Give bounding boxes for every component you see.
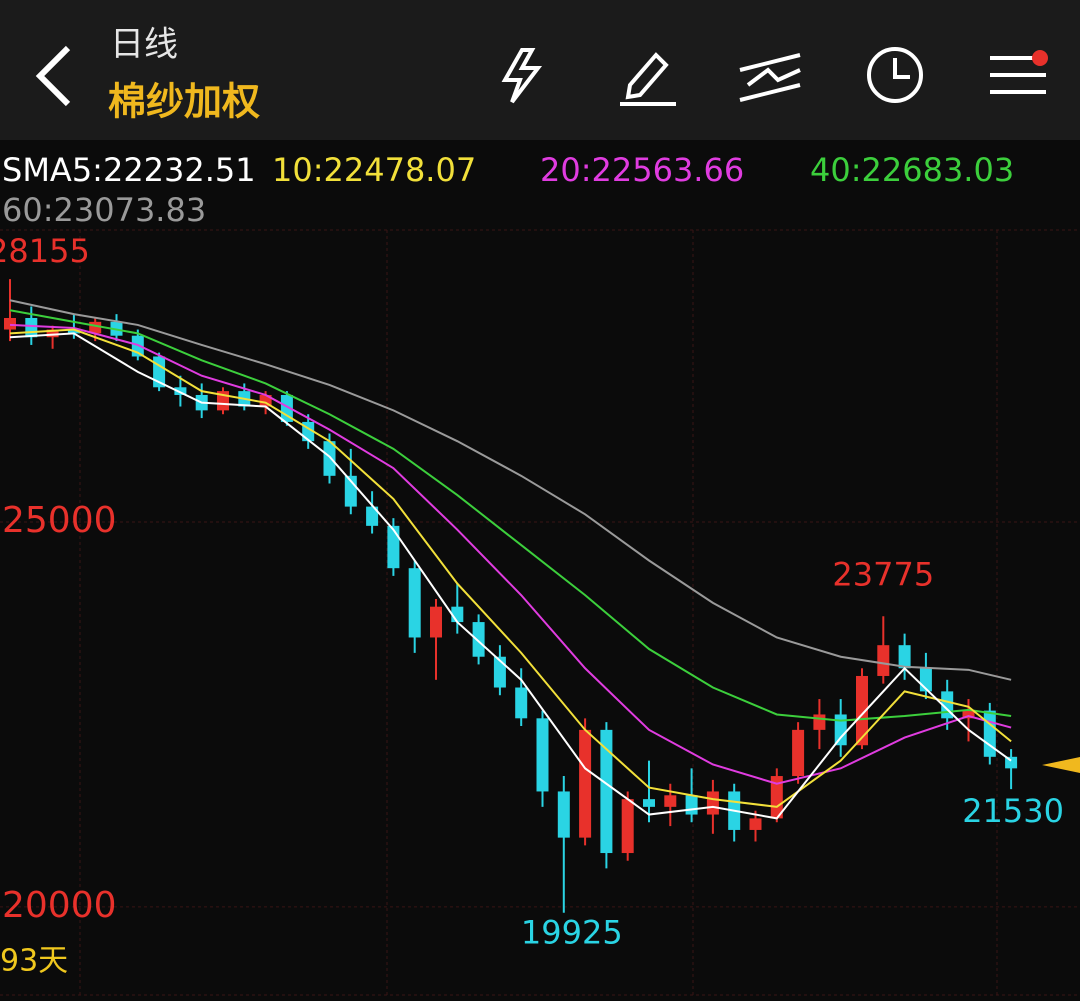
candle-body — [898, 645, 911, 669]
extreme-label: 21530 — [962, 792, 1064, 830]
candle-body — [643, 799, 655, 807]
candle-body — [856, 675, 868, 746]
candle-body — [25, 317, 38, 338]
draw-icon[interactable] — [620, 52, 676, 106]
candle-body — [515, 687, 528, 719]
candle-body — [557, 791, 570, 838]
candle-body — [280, 394, 293, 422]
moving-average — [9, 332, 1012, 820]
period-label: 93天 — [0, 944, 68, 979]
candle-body — [472, 622, 485, 657]
candle-body — [877, 645, 890, 676]
moving-average — [9, 309, 1012, 722]
candle-body — [792, 729, 805, 777]
extreme-label: 19925 — [521, 914, 623, 952]
candle-body — [430, 606, 442, 638]
candle-body — [962, 710, 975, 719]
candle-body — [600, 729, 613, 854]
candle-body — [366, 506, 379, 526]
legend-item: SMA5:22232.51 — [2, 151, 256, 189]
flash-icon[interactable] — [501, 48, 543, 104]
candle-body — [536, 718, 549, 792]
extreme-label: 23775 — [832, 555, 934, 593]
candle-body — [4, 317, 16, 330]
candle-body — [408, 568, 421, 638]
candle-body — [259, 394, 272, 407]
candle-body — [46, 329, 59, 338]
legend-item: 20:22563.66 — [540, 151, 744, 189]
legend-item: 60:23073.83 — [2, 191, 206, 229]
back-button[interactable] — [35, 45, 71, 107]
moving-average — [9, 328, 1012, 808]
candle-body — [664, 795, 677, 807]
extreme-label: 28155 — [0, 232, 90, 270]
candle-body — [1005, 756, 1018, 769]
candle-body — [983, 710, 996, 757]
notify-dot — [1032, 50, 1048, 66]
candle-body — [813, 714, 826, 730]
candle-body — [579, 729, 592, 838]
y-tick-label: 25000 — [2, 500, 117, 541]
candle-body — [323, 441, 336, 476]
candle-body — [706, 791, 719, 815]
legend-item: 40:22683.03 — [810, 151, 1014, 189]
moving-average — [9, 323, 1012, 785]
candle-body — [834, 714, 847, 746]
price-pointer — [1042, 757, 1080, 773]
toolbar — [501, 47, 1046, 106]
history-icon[interactable] — [867, 47, 923, 103]
symbol: 棉纱加权 — [108, 80, 260, 124]
plot: 20000 25000 28155 23775 19925 21530 93天 — [0, 232, 1080, 979]
legend-item: 10:22478.07 — [272, 151, 476, 189]
candle-body — [685, 795, 698, 815]
top-bar — [0, 0, 1080, 140]
moving-average — [9, 299, 1012, 681]
period: 日线 — [110, 25, 178, 65]
indicator-icon[interactable] — [739, 53, 801, 102]
candle-body — [89, 321, 102, 334]
grid — [0, 229, 1080, 996]
y-tick-label: 20000 — [2, 885, 117, 926]
candle-body — [387, 525, 400, 569]
candle-body — [174, 387, 187, 395]
candle-body — [67, 329, 80, 334]
candle-body — [770, 776, 783, 819]
candle-body — [621, 799, 634, 854]
candle-body — [749, 818, 762, 830]
